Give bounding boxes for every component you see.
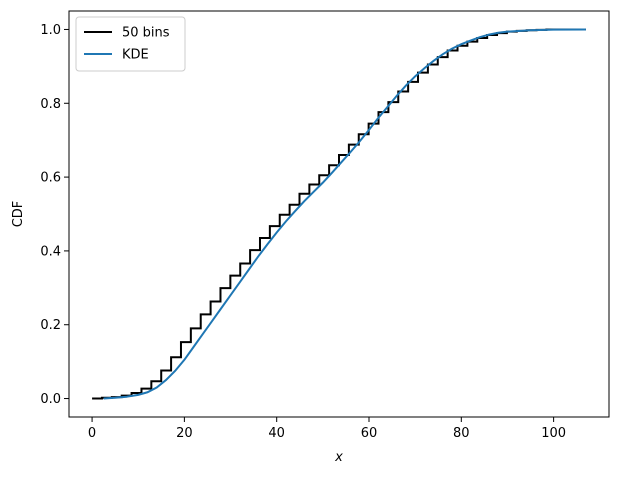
y-tick-label: 0.8 <box>40 97 61 112</box>
y-tick-label: 0.4 <box>40 244 61 259</box>
y-axis-label: CDF <box>11 201 26 228</box>
axes-frame <box>68 10 610 418</box>
y-tick-label: 0.6 <box>40 171 61 186</box>
y-tick-label: 1.0 <box>40 23 61 38</box>
x-tick-label: 40 <box>268 426 285 441</box>
axes: 0 20 40 60 80 100 0.0 0.2 0.4 0.6 0.8 1.0 <box>40 10 610 441</box>
x-tick-label: 20 <box>176 426 193 441</box>
x-tick-label: 100 <box>541 426 566 441</box>
y-tick-label: 0.2 <box>40 318 61 333</box>
legend-label: 50 bins <box>122 26 170 41</box>
x-tick-label: 60 <box>361 426 378 441</box>
legend: 50 bins KDE <box>75 16 186 72</box>
x-axis-label: x <box>334 450 343 465</box>
legend-box <box>75 16 186 72</box>
y-tick-label: 0.0 <box>40 392 61 407</box>
plot-area <box>92 28 586 400</box>
x-tick-label: 80 <box>453 426 470 441</box>
legend-label: KDE <box>122 48 149 63</box>
x-tick-label: 0 <box>88 426 96 441</box>
series-line-kde <box>103 28 586 400</box>
